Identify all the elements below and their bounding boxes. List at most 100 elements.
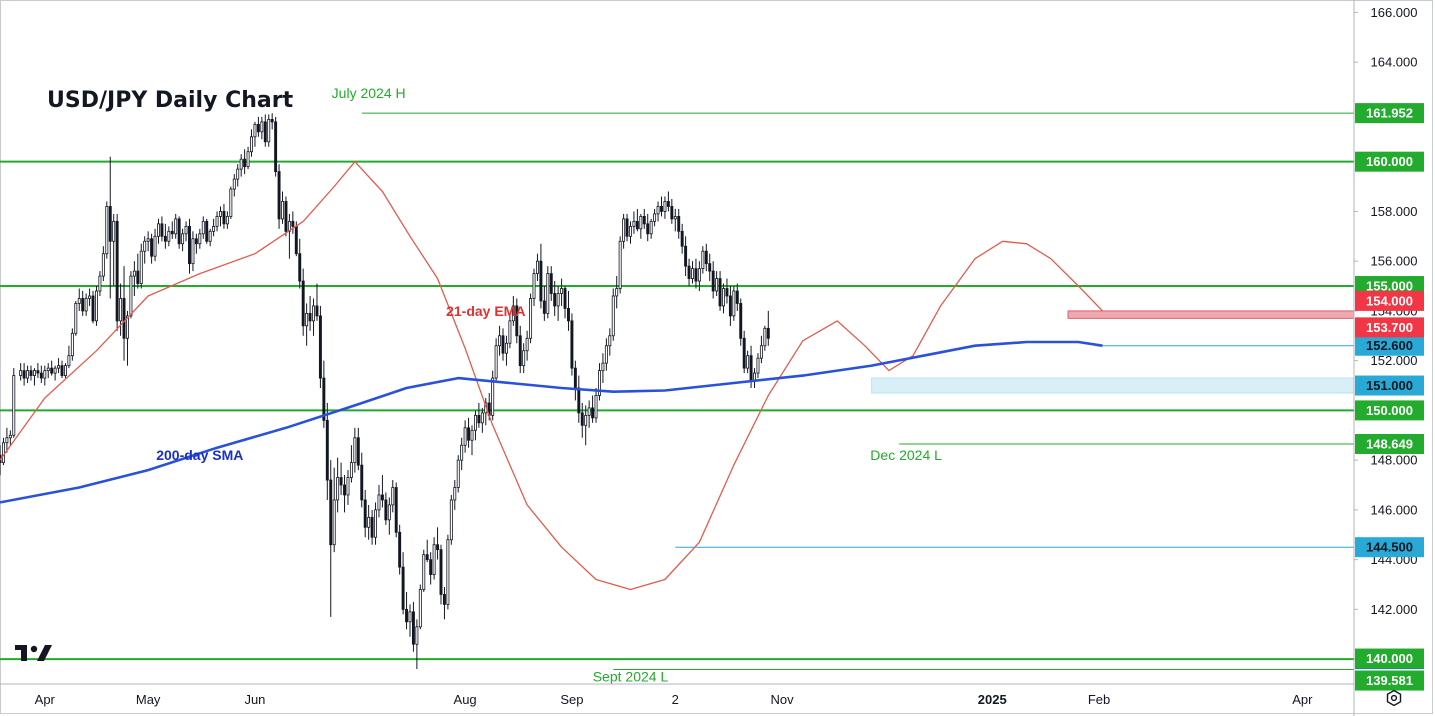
candle-body (29, 370, 33, 376)
annotation-label: 200-day SMA (156, 447, 243, 463)
candle-body (708, 263, 712, 272)
candle-body (60, 365, 64, 376)
candle-body (167, 230, 171, 242)
candle-body (374, 509, 378, 538)
candle-body (122, 298, 126, 339)
candle-body (394, 487, 398, 533)
candle-body (43, 370, 47, 379)
candle-body (312, 305, 315, 322)
gear-icon[interactable] (1382, 686, 1406, 710)
candle-body (215, 215, 219, 227)
candle-body (746, 355, 750, 369)
price-zone (871, 377, 1355, 394)
candle-body (157, 223, 160, 237)
candle-body (153, 235, 157, 257)
candle-body (673, 215, 677, 220)
candle-body (22, 370, 26, 379)
candle-body (105, 206, 109, 255)
candle-body (322, 377, 326, 421)
candle-body (263, 121, 267, 143)
candle-body (98, 275, 102, 292)
candle-body (181, 233, 185, 245)
candle-body (222, 211, 226, 225)
candle-body (742, 337, 746, 369)
candle-body (57, 365, 61, 369)
price-zone (1067, 310, 1355, 319)
level-badge (1355, 670, 1424, 691)
candle-body (346, 477, 350, 496)
candle-body (467, 427, 471, 441)
candle-body (284, 201, 288, 232)
chart-title: USD/JPY Daily Chart (47, 88, 294, 113)
candle-body (491, 377, 495, 416)
candle-body (19, 370, 23, 376)
candle-body (367, 516, 371, 528)
candle-body (174, 218, 178, 235)
candle-body (608, 335, 612, 347)
candle-body (687, 265, 691, 279)
zone-badge (1355, 290, 1424, 311)
candle-body (415, 626, 419, 645)
x-axis[interactable]: Apr May Jun Aug Sep 2 Nov 2025 Feb Apr (0, 683, 1354, 707)
candle-body (194, 238, 198, 245)
candle-body (184, 225, 188, 235)
candle-body (553, 293, 557, 307)
candle-body (384, 499, 388, 521)
candle-body (511, 305, 515, 322)
candle-body (170, 230, 174, 235)
candle-body (618, 240, 622, 289)
annotation-label: 21-day EMA (446, 303, 525, 319)
candle-body (308, 312, 312, 322)
level-badge-label: 160.000 (1366, 154, 1413, 169)
tradingview-logo[interactable] (15, 645, 52, 661)
candle-body (267, 118, 271, 143)
candle-body (546, 273, 550, 314)
candle-body (635, 220, 639, 230)
candle-body (329, 479, 333, 546)
candle-body (739, 303, 743, 339)
candle-body (425, 554, 429, 561)
candle-body (274, 121, 278, 173)
candle-body (67, 355, 71, 367)
candles-layer (0, 113, 770, 670)
candle-body (250, 136, 253, 153)
candle-body (177, 218, 181, 245)
candle-body (629, 225, 632, 237)
candle-body (418, 589, 422, 628)
candle-body (336, 477, 340, 501)
candle-body (270, 118, 274, 123)
candle-body (291, 220, 295, 227)
ema-21-line (0, 161, 1103, 591)
candle-body (129, 275, 133, 317)
candle-body (188, 225, 191, 265)
level-badge-label: 150.000 (1366, 403, 1413, 418)
candle-body (642, 215, 646, 225)
candle-body (598, 370, 601, 396)
level-badge-label: 155.000 (1366, 279, 1413, 294)
x-tick-label: Apr (1292, 692, 1313, 707)
candle-body (349, 462, 353, 478)
candle-body (646, 223, 650, 235)
candle-body (722, 288, 725, 307)
candle-body (1, 442, 5, 464)
candle-body (542, 300, 546, 314)
candle-body (701, 250, 705, 270)
candle-body (32, 370, 36, 376)
candle-body (436, 544, 440, 551)
candle-body (539, 260, 543, 302)
candle-body (525, 337, 529, 352)
candle-body (387, 504, 391, 521)
candle-body (46, 367, 50, 372)
candle-body (95, 290, 98, 322)
level-badge (1355, 151, 1424, 172)
level-badge-label: 152.600 (1366, 338, 1413, 353)
candle-body (763, 327, 767, 347)
candle-body (108, 206, 112, 242)
candle-body (91, 295, 95, 322)
candle-body (518, 335, 522, 367)
x-tick-label: Sep (560, 692, 583, 707)
candle-body (649, 220, 653, 235)
candle-body (656, 206, 660, 215)
